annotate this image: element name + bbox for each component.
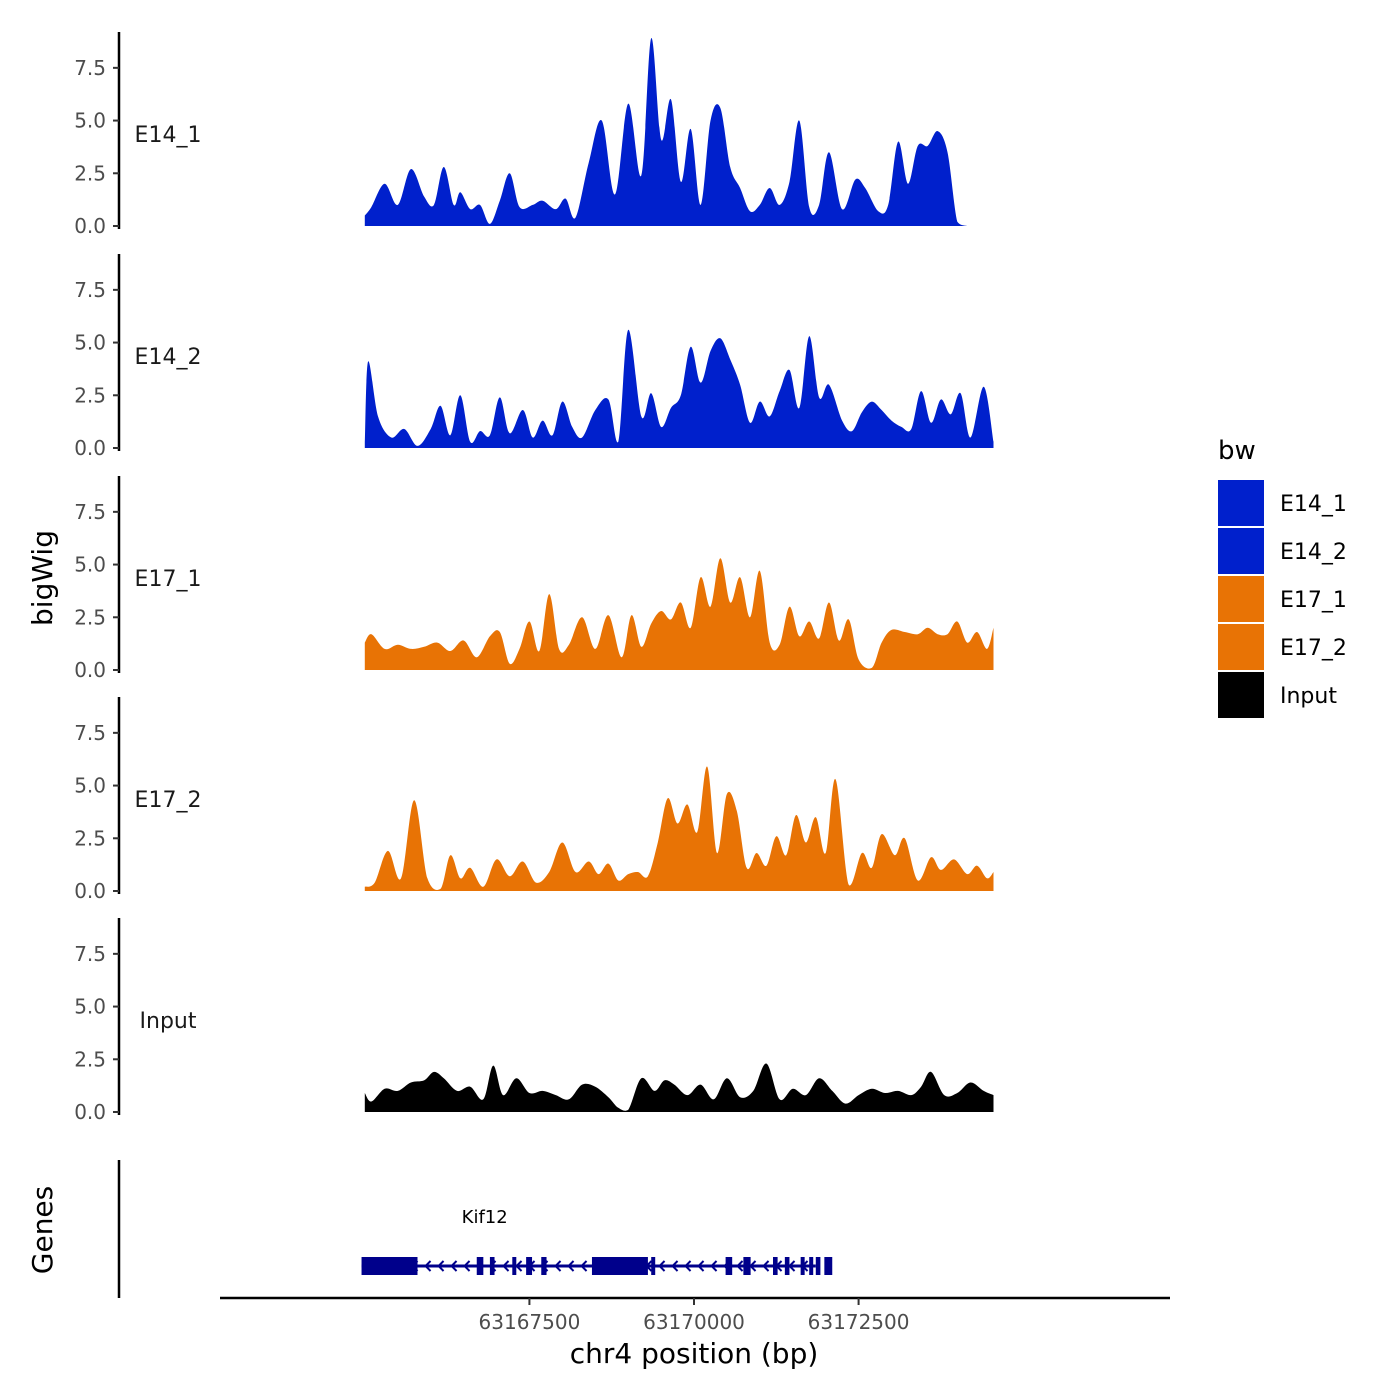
y-tick-label: 7.5 — [74, 942, 106, 966]
y-tick-label: 0.0 — [74, 214, 106, 238]
gene-exon — [512, 1257, 517, 1275]
gene-exon — [476, 1257, 484, 1275]
strand-arrow — [502, 1260, 510, 1272]
y-tick-label: 7.5 — [74, 278, 106, 302]
area-e17-1 — [364, 558, 994, 670]
gene-exon — [489, 1257, 495, 1275]
x-tick-label: 63172500 — [808, 1310, 910, 1334]
gene-exon — [651, 1257, 656, 1275]
y-tick-label: 0.0 — [74, 1100, 106, 1124]
y-tick-label: 0.0 — [74, 436, 106, 460]
y-tick-label: 7.5 — [74, 500, 106, 524]
track-e17-1: 0.0 2.5 5.0 7.5 E17_1 — [74, 476, 994, 682]
y-tick-label: 5.0 — [74, 995, 106, 1019]
y-tick-label: 2.5 — [74, 1047, 106, 1071]
track-e17-2: 0.0 2.5 5.0 7.5 E17_2 — [74, 697, 994, 903]
track-label: E17_1 — [135, 567, 202, 592]
strand-arrow — [580, 1260, 588, 1272]
genes-axis-title: Genes — [26, 1186, 59, 1274]
legend-label: Input — [1280, 684, 1337, 709]
strand-arrow — [567, 1260, 575, 1272]
gene-exon — [784, 1257, 790, 1275]
legend-label: E14_1 — [1280, 492, 1347, 517]
gene-exon — [541, 1257, 547, 1275]
x-tick-label: 63170000 — [643, 1310, 745, 1334]
area-input — [364, 1063, 994, 1112]
legend-swatch-e14-1 — [1218, 480, 1264, 526]
legend-swatch-input — [1218, 672, 1264, 718]
gene-exon — [361, 1257, 418, 1275]
legend-swatch-e17-1 — [1218, 576, 1264, 622]
y-tick-label: 0.0 — [74, 658, 106, 682]
strand-arrow — [736, 1260, 744, 1272]
strand-arrow — [424, 1260, 432, 1272]
gene-exon — [800, 1257, 805, 1275]
gene-exon — [526, 1257, 533, 1275]
area-e14-1 — [364, 38, 994, 226]
y-tick-label: 5.0 — [74, 331, 106, 355]
strand-arrow — [710, 1260, 718, 1272]
track-label: E17_2 — [135, 788, 202, 813]
legend: bw E14_1 E14_2 E17_1 E17_2 Input — [1218, 436, 1347, 718]
strand-arrow — [437, 1260, 445, 1272]
track-input: 0.0 2.5 5.0 7.5 Input — [74, 918, 994, 1124]
gene-exon — [824, 1257, 833, 1275]
y-axis-title: bigWig — [26, 530, 59, 626]
strand-arrow — [658, 1260, 666, 1272]
signal-tracks: 0.0 2.5 5.0 7.5 E14_1 0.0 2.5 5.0 7.5 E14_2 0.0 2.5… — [74, 32, 994, 1124]
track-label: E14_2 — [135, 345, 202, 370]
legend-swatch-e14-2 — [1218, 528, 1264, 574]
track-label: E14_1 — [135, 123, 202, 148]
y-tick-label: 2.5 — [74, 605, 106, 629]
gene-exon — [815, 1257, 821, 1275]
y-tick-label: 2.5 — [74, 383, 106, 407]
gene-exon — [743, 1257, 751, 1275]
y-tick-label: 7.5 — [74, 721, 106, 745]
legend-label: E14_2 — [1280, 540, 1347, 565]
area-e17-2 — [364, 766, 994, 891]
track-e14-2: 0.0 2.5 5.0 7.5 E14_2 — [74, 254, 994, 460]
track-label: Input — [140, 1009, 197, 1034]
legend-swatch-e17-2 — [1218, 624, 1264, 670]
y-tick-label: 2.5 — [74, 826, 106, 850]
strand-arrow — [762, 1260, 770, 1272]
y-tick-label: 0.0 — [74, 879, 106, 903]
y-tick-label: 5.0 — [74, 553, 106, 577]
area-e14-2 — [364, 329, 994, 448]
gene-exon — [809, 1257, 814, 1275]
strand-arrow — [450, 1260, 458, 1272]
y-tick-label: 7.5 — [74, 56, 106, 80]
strand-arrow — [463, 1260, 471, 1272]
x-tick-label: 63167500 — [479, 1310, 581, 1334]
x-axis-title: chr4 position (bp) — [570, 1337, 819, 1370]
y-tick-label: 2.5 — [74, 161, 106, 185]
y-tick-label: 5.0 — [74, 774, 106, 798]
strand-arrow — [684, 1260, 692, 1272]
strand-arrow — [697, 1260, 705, 1272]
strand-arrow — [671, 1260, 679, 1272]
track-e14-1: 0.0 2.5 5.0 7.5 E14_1 — [74, 32, 994, 238]
x-axis: 63167500 63170000 63172500 — [220, 1296, 1170, 1334]
gene-exon — [725, 1257, 733, 1275]
legend-title: bw — [1218, 436, 1256, 466]
y-tick-label: 5.0 — [74, 109, 106, 133]
legend-label: E17_1 — [1280, 588, 1347, 613]
gene-name-label: Kif12 — [462, 1207, 508, 1228]
strand-arrow — [515, 1260, 523, 1272]
strand-arrow — [788, 1260, 796, 1272]
gene-exon — [591, 1257, 648, 1275]
gene-track: Kif12 — [117, 1160, 833, 1298]
legend-label: E17_2 — [1280, 636, 1347, 661]
gene-exon — [773, 1257, 778, 1275]
strand-arrow — [554, 1260, 562, 1272]
